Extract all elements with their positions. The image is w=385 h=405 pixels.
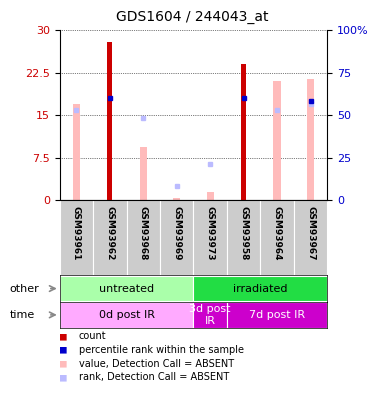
Text: GSM93958: GSM93958 — [239, 207, 248, 261]
Bar — [193, 276, 327, 301]
Bar — [140, 147, 147, 200]
Bar — [227, 302, 327, 328]
Text: 3d post
IR: 3d post IR — [189, 304, 231, 326]
Bar — [60, 302, 193, 328]
Text: GDS1604 / 244043_at: GDS1604 / 244043_at — [116, 10, 269, 24]
Bar — [273, 81, 281, 200]
Text: 0d post IR: 0d post IR — [99, 310, 154, 320]
Text: count: count — [79, 331, 107, 341]
Text: GSM93961: GSM93961 — [72, 207, 81, 261]
Bar — [73, 104, 80, 200]
Text: rank, Detection Call = ABSENT: rank, Detection Call = ABSENT — [79, 373, 229, 382]
Text: ■: ■ — [60, 331, 67, 341]
Text: GSM93967: GSM93967 — [306, 207, 315, 261]
Bar — [160, 200, 194, 275]
Bar — [260, 200, 294, 275]
Bar — [173, 198, 181, 200]
Text: GSM93964: GSM93964 — [273, 207, 281, 261]
Bar — [307, 79, 314, 200]
Text: GSM93973: GSM93973 — [206, 207, 215, 261]
Bar — [193, 200, 227, 275]
Text: GSM93962: GSM93962 — [105, 207, 114, 261]
Text: ■: ■ — [60, 345, 67, 355]
Bar — [60, 200, 93, 275]
Bar — [227, 200, 260, 275]
Bar — [294, 200, 327, 275]
Bar — [93, 200, 127, 275]
Bar — [206, 192, 214, 200]
Text: untreated: untreated — [99, 284, 154, 294]
Bar — [193, 302, 227, 328]
Text: other: other — [10, 284, 39, 294]
Bar — [127, 200, 160, 275]
Text: irradiated: irradiated — [233, 284, 288, 294]
Text: 7d post IR: 7d post IR — [249, 310, 305, 320]
Bar — [107, 42, 112, 200]
Bar — [241, 64, 246, 200]
Text: percentile rank within the sample: percentile rank within the sample — [79, 345, 244, 355]
Bar — [60, 276, 193, 301]
Text: GSM93969: GSM93969 — [172, 207, 181, 261]
Text: time: time — [10, 310, 35, 320]
Text: value, Detection Call = ABSENT: value, Detection Call = ABSENT — [79, 359, 234, 369]
Text: GSM93968: GSM93968 — [139, 207, 148, 261]
Text: ■: ■ — [60, 373, 67, 382]
Text: ■: ■ — [60, 359, 67, 369]
